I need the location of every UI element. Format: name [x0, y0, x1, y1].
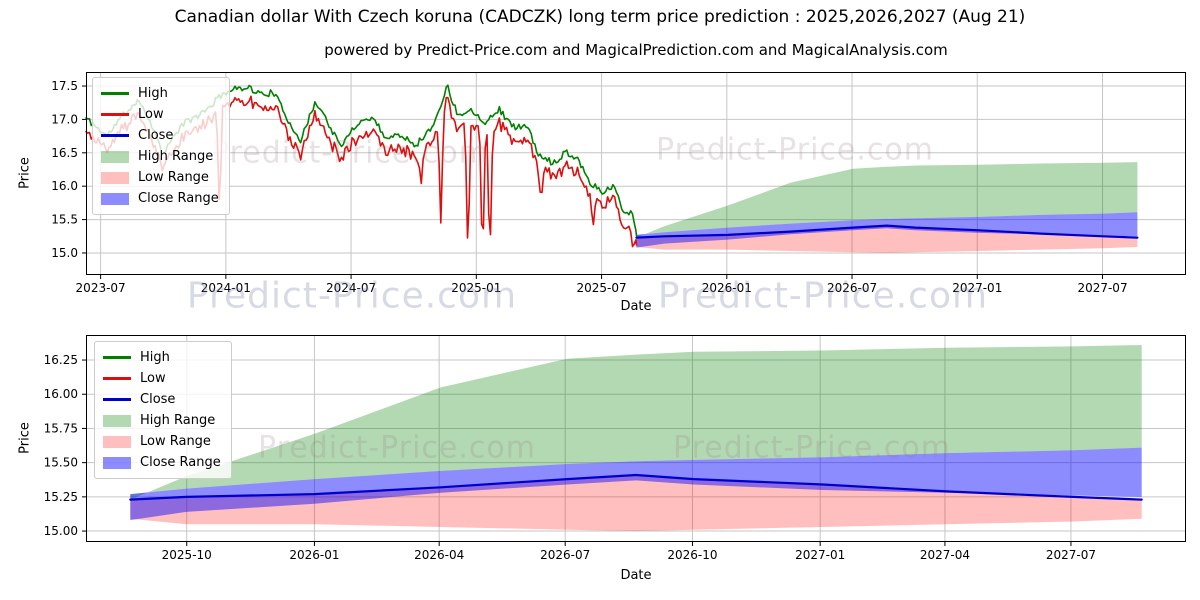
top-x-axis-label: Date: [620, 299, 652, 314]
high-range-area: [130, 345, 1142, 500]
legend-line-swatch: [103, 356, 131, 359]
y-tick-label: 15.75: [44, 421, 78, 435]
close-line: [129, 473, 1143, 501]
y-tick-label: 15.50: [44, 456, 78, 470]
high-range-area: [636, 162, 1138, 238]
legend-item-label: Low Range: [140, 434, 211, 449]
x-tick-label: 2026-07: [540, 548, 590, 562]
plot-spine: [86, 335, 1186, 542]
legend-line-swatch: [101, 134, 129, 137]
close-line: [635, 224, 1139, 239]
legend-patch-swatch: [103, 414, 131, 427]
page-subtitle: powered by Predict-Price.com and Magical…: [324, 41, 948, 59]
legend-item: Close Range: [101, 188, 219, 209]
close-range-area: [636, 212, 1138, 248]
legend-patch-swatch: [101, 171, 129, 184]
x-tick-label: 2024-01: [201, 281, 251, 295]
legend-item-label: High Range: [138, 149, 214, 164]
legend-item-label: High: [140, 350, 170, 365]
x-tick-label: 2026-01: [702, 281, 752, 295]
watermark-bottom-right: Predict-Price.com: [673, 430, 951, 466]
y-tick-label: 16.00: [44, 387, 78, 401]
x-tick-label: 2025-07: [576, 281, 626, 295]
legend-item-label: Close: [138, 128, 174, 143]
legend-item: Low: [103, 368, 221, 389]
top-y-axis-label: Price: [17, 157, 33, 189]
top-chart-plot: 2023-07 2024-01 2024-07 2025-01 2025-07 2026-…: [51, 72, 1186, 295]
watermark-top-left: Predict-Price.com: [211, 135, 489, 171]
y-tick-label: 16.5: [51, 146, 78, 160]
x-tick-label: 2026-10: [667, 548, 717, 562]
legend-item: Close Range: [103, 452, 221, 473]
watermark-top-right: Predict-Price.com: [656, 132, 934, 168]
y-tick-label: 17.5: [51, 79, 78, 93]
plot-spine: [86, 72, 1186, 275]
legend-item-label: High Range: [140, 413, 216, 428]
x-tick-label: 2027-01: [795, 548, 845, 562]
x-tick-label: 2027-07: [1077, 281, 1127, 295]
legend-item-label: Close Range: [140, 455, 221, 470]
top-chart: 2023-07 2024-01 2024-07 2025-01 2025-07 2026-…: [51, 72, 1186, 295]
legend-item-label: High: [138, 86, 168, 101]
legend-item-label: Close: [140, 392, 176, 407]
x-tick-label: 2027-04: [920, 548, 970, 562]
legend-patch-swatch: [103, 435, 131, 448]
legend-patch-swatch: [101, 150, 129, 163]
x-tick-label: 2025-10: [162, 548, 212, 562]
legend-line-swatch: [101, 113, 129, 116]
legend-item: Close: [103, 389, 221, 410]
legend-item: High: [103, 347, 221, 368]
x-tick-label: 2027-01: [952, 281, 1002, 295]
y-tick-label: 15.0: [51, 246, 78, 260]
legend-line-swatch: [103, 398, 131, 401]
x-tick-label: 2027-07: [1046, 548, 1096, 562]
legend-line-swatch: [103, 377, 131, 380]
x-tick-label: 2026-01: [289, 548, 339, 562]
close-range-area: [130, 447, 1142, 521]
legend-item-label: Close Range: [138, 191, 219, 206]
bottom-y-axis-label: Price: [17, 422, 33, 454]
legend-patch-swatch: [101, 192, 129, 205]
legend-item-label: Low Range: [138, 170, 209, 185]
y-tick-label: 16.0: [51, 179, 78, 193]
bottom-x-axis-label: Date: [620, 568, 652, 583]
top-legend: High Low Close High Range Low Range Close Ran…: [92, 77, 230, 215]
bottom-legend: High Low Close High Range Low Range Close Ran…: [94, 341, 232, 479]
legend-item: Close: [101, 125, 219, 146]
y-tick-label: 16.25: [44, 353, 78, 367]
legend-item: Low: [101, 104, 219, 125]
page-title: Canadian dollar With Czech koruna (CADCZ…: [174, 7, 1026, 27]
watermark-middle-left: Predict-Price.com: [186, 275, 518, 317]
y-tick-label: 15.5: [51, 213, 78, 227]
bottom-chart-plot: 2025-10 2026-01 2026-04 2026-07 2026-10 2027-…: [44, 335, 1186, 562]
legend-item-label: Low: [138, 107, 164, 122]
legend-patch-swatch: [103, 456, 131, 469]
x-tick-label: 2025-01: [451, 281, 501, 295]
x-tick-label: 2023-07: [76, 281, 126, 295]
legend-item: High Range: [101, 146, 219, 167]
y-tick-label: 15.00: [44, 524, 78, 538]
legend-line-swatch: [101, 92, 129, 95]
legend-item-label: Low: [140, 371, 166, 386]
legend-item: High: [101, 83, 219, 104]
y-tick-label: 15.25: [44, 490, 78, 504]
legend-item: Low Range: [103, 431, 221, 452]
legend-item: Low Range: [101, 167, 219, 188]
x-tick-label: 2024-07: [326, 281, 376, 295]
watermark-middle-right: Predict-Price.com: [657, 275, 989, 317]
legend-item: High Range: [103, 410, 221, 431]
x-tick-label: 2026-07: [827, 281, 877, 295]
y-tick-label: 17.0: [51, 112, 78, 126]
bottom-chart: 2025-10 2026-01 2026-04 2026-07 2026-10 2027-…: [44, 335, 1186, 562]
watermark-bottom-left: Predict-Price.com: [258, 430, 536, 466]
x-tick-label: 2026-04: [414, 548, 464, 562]
